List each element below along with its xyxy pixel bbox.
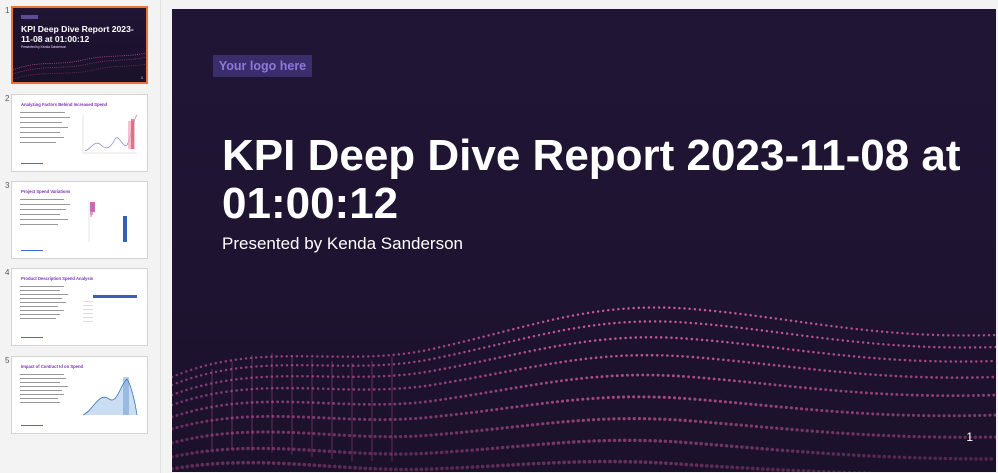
thumbnail-title: Analyzing Factors Behind Increased Spend xyxy=(21,102,108,107)
thumbnail-title: Impact of Contract Id on Spend xyxy=(21,364,84,369)
slide-thumbnail-1[interactable]: KPI Deep Dive Report 2023-11-08 at 01:00… xyxy=(11,6,148,84)
thumbnail-number: 2 xyxy=(5,94,10,103)
thumbnail-logo xyxy=(21,15,38,19)
thumbnail-title: Product Description Spend Analysis xyxy=(21,276,94,281)
thumbnail-footer-link xyxy=(21,249,43,251)
particle-wave-graphic xyxy=(172,306,996,472)
thumbnail-area-chart xyxy=(82,377,138,416)
thumbnail-number: 5 xyxy=(5,356,10,365)
thumbnail-bullet-lines xyxy=(20,374,68,403)
thumbnail-line-chart xyxy=(82,114,138,154)
thumbnail-bar-chart xyxy=(88,200,127,242)
thumbnail-wave-graphic xyxy=(13,52,146,80)
thumbnail-title: Project Spend Variations xyxy=(21,189,71,194)
thumbnail-bullet-lines xyxy=(20,286,68,319)
logo-placeholder[interactable]: Your logo here xyxy=(213,55,312,77)
thumbnail-row-5: 5 Impact of Contract Id on Spend xyxy=(0,356,160,446)
slide-thumbnail-2[interactable]: Analyzing Factors Behind Increased Spend xyxy=(11,94,148,172)
slide-page-number: 1 xyxy=(966,430,973,444)
slide-thumbnail-3[interactable]: Project Spend Variations xyxy=(11,181,148,259)
slide-thumbnail-4[interactable]: Product Description Spend Analysis xyxy=(11,268,148,346)
main-slide-canvas[interactable]: Your logo here KPI Deep Dive Report 2023… xyxy=(172,9,996,472)
slide-thumbnail-5[interactable]: Impact of Contract Id on Spend xyxy=(11,356,148,434)
thumbnail-footer-link xyxy=(21,162,43,164)
thumbnail-footer-link xyxy=(21,336,43,338)
thumbnail-horizontal-bar-chart xyxy=(83,295,137,322)
thumbnail-footer-link xyxy=(21,424,43,426)
slide-thumbnail-panel: 1 KPI Deep Dive Report 2023-11-08 at 01:… xyxy=(0,0,161,473)
thumbnail-row-2: 2 Analyzing Factors Behind Increased Spe… xyxy=(0,94,160,184)
thumbnail-number: 3 xyxy=(5,181,10,190)
thumbnail-page-number: 1 xyxy=(141,76,143,80)
thumbnail-number: 1 xyxy=(5,6,10,15)
thumbnail-number: 4 xyxy=(5,268,10,277)
thumbnail-bullet-lines xyxy=(20,112,70,143)
thumbnail-row-3: 3 Project Spend Variations xyxy=(0,181,160,271)
slide-subtitle[interactable]: Presented by Kenda Sanderson xyxy=(222,234,464,253)
thumbnail-subtitle: Presented by Kenda Sanderson xyxy=(21,45,67,49)
thumbnail-title: KPI Deep Dive Report 2023-11-08 at 01:00… xyxy=(21,24,134,44)
thumbnail-row-1: 1 KPI Deep Dive Report 2023-11-08 at 01:… xyxy=(0,6,160,96)
slide-title[interactable]: KPI Deep Dive Report 2023-11-08 at 01:00… xyxy=(222,131,961,228)
thumbnail-bullet-lines xyxy=(20,199,70,225)
thumbnail-row-4: 4 Product Description Spend Analysis xyxy=(0,268,160,358)
